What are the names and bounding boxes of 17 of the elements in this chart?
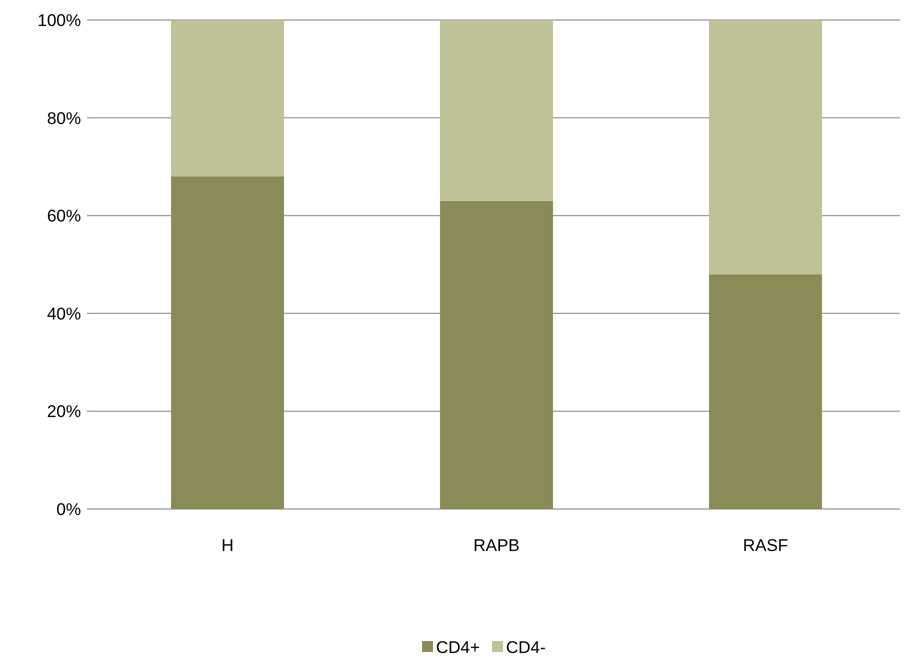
y-tick-label: 0% — [56, 500, 81, 519]
legend-label: CD4- — [506, 638, 546, 657]
bar — [709, 20, 822, 274]
bar — [709, 274, 822, 509]
x-tick-label: RASF — [742, 536, 788, 555]
x-tick-label: H — [221, 536, 234, 555]
y-tick-label: 100% — [38, 10, 81, 30]
y-tick-label: 60% — [46, 206, 81, 226]
bar — [440, 20, 553, 201]
bar — [171, 176, 284, 509]
x-tick-label: RAPB — [473, 536, 520, 555]
y-tick-label: 80% — [46, 108, 81, 128]
bar — [440, 200, 553, 509]
y-tick-label: 20% — [46, 402, 81, 422]
y-tick-label: 40% — [46, 304, 81, 324]
legend-label: CD4+ — [436, 638, 480, 657]
bar — [171, 20, 284, 176]
